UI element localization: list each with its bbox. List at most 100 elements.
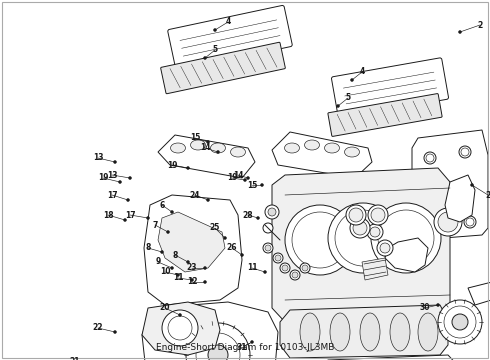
Circle shape [431, 194, 439, 202]
Circle shape [328, 203, 398, 273]
Ellipse shape [230, 147, 245, 157]
Polygon shape [144, 195, 242, 305]
Text: Engine-Short Diagram for 10103-JL3MB: Engine-Short Diagram for 10103-JL3MB [156, 343, 334, 352]
Text: 15: 15 [247, 180, 257, 189]
Text: 31: 31 [237, 343, 247, 352]
Circle shape [264, 270, 267, 274]
Circle shape [350, 78, 353, 81]
Circle shape [246, 176, 249, 180]
Ellipse shape [390, 313, 410, 351]
Circle shape [335, 210, 391, 266]
Text: 23: 23 [187, 264, 197, 273]
Text: 14: 14 [200, 144, 210, 153]
Text: 13: 13 [107, 171, 117, 180]
Text: 5: 5 [213, 45, 218, 54]
Text: 17: 17 [124, 211, 135, 220]
Circle shape [162, 310, 198, 346]
Text: 14: 14 [233, 171, 243, 180]
Polygon shape [385, 238, 428, 272]
Circle shape [241, 253, 244, 256]
Circle shape [432, 222, 444, 234]
Text: 28: 28 [243, 211, 253, 220]
Circle shape [203, 266, 206, 270]
Circle shape [280, 263, 290, 273]
Circle shape [371, 208, 385, 222]
Text: 6: 6 [159, 201, 165, 210]
Circle shape [367, 224, 383, 240]
Circle shape [466, 218, 474, 226]
Circle shape [191, 279, 194, 282]
Circle shape [368, 205, 388, 225]
Text: 15: 15 [190, 134, 200, 143]
Circle shape [434, 208, 462, 236]
Circle shape [261, 184, 264, 186]
Text: 26: 26 [227, 243, 237, 252]
Circle shape [371, 203, 441, 273]
Circle shape [167, 230, 170, 234]
Circle shape [214, 28, 217, 31]
Circle shape [349, 208, 363, 222]
Circle shape [217, 150, 220, 153]
Polygon shape [412, 130, 488, 240]
Circle shape [282, 265, 288, 271]
Circle shape [171, 211, 173, 213]
Circle shape [424, 152, 436, 164]
Circle shape [464, 188, 472, 196]
Circle shape [263, 243, 273, 253]
Circle shape [256, 216, 260, 220]
Circle shape [268, 208, 276, 216]
Circle shape [147, 216, 149, 220]
Circle shape [128, 176, 131, 180]
FancyBboxPatch shape [328, 94, 442, 136]
Text: 21: 21 [70, 357, 80, 360]
FancyBboxPatch shape [168, 5, 292, 71]
Circle shape [275, 255, 281, 261]
Circle shape [353, 221, 367, 235]
Circle shape [444, 306, 476, 338]
Circle shape [438, 212, 458, 232]
Circle shape [470, 184, 473, 186]
Circle shape [265, 245, 271, 251]
Text: 7: 7 [152, 220, 158, 230]
Circle shape [380, 243, 390, 253]
Text: 4: 4 [359, 68, 365, 77]
Circle shape [168, 316, 192, 340]
Circle shape [119, 180, 122, 184]
Polygon shape [468, 282, 490, 305]
Polygon shape [142, 302, 278, 360]
Circle shape [290, 270, 300, 280]
Circle shape [370, 227, 380, 237]
Text: 24: 24 [190, 190, 200, 199]
Circle shape [434, 224, 442, 232]
Circle shape [346, 205, 366, 225]
Ellipse shape [330, 313, 350, 351]
Ellipse shape [304, 140, 319, 150]
Circle shape [292, 212, 348, 268]
Circle shape [438, 300, 482, 344]
Ellipse shape [324, 143, 340, 153]
Polygon shape [272, 132, 372, 178]
Circle shape [302, 265, 308, 271]
Circle shape [244, 179, 246, 181]
Circle shape [126, 198, 129, 202]
Polygon shape [445, 175, 475, 222]
Circle shape [461, 148, 469, 156]
Text: 11: 11 [247, 264, 257, 273]
Ellipse shape [300, 313, 320, 351]
Circle shape [263, 223, 273, 233]
Ellipse shape [211, 143, 225, 153]
Ellipse shape [285, 143, 299, 153]
Circle shape [196, 333, 240, 360]
Polygon shape [280, 305, 448, 358]
Polygon shape [158, 212, 225, 272]
Circle shape [378, 210, 434, 266]
Text: 20: 20 [160, 303, 170, 312]
FancyBboxPatch shape [332, 58, 448, 118]
Text: 19: 19 [227, 174, 237, 183]
Circle shape [187, 166, 190, 170]
Text: 12: 12 [187, 278, 197, 287]
Text: 13: 13 [93, 153, 103, 162]
Circle shape [337, 104, 340, 108]
Circle shape [178, 314, 181, 316]
Text: 2: 2 [486, 190, 490, 199]
